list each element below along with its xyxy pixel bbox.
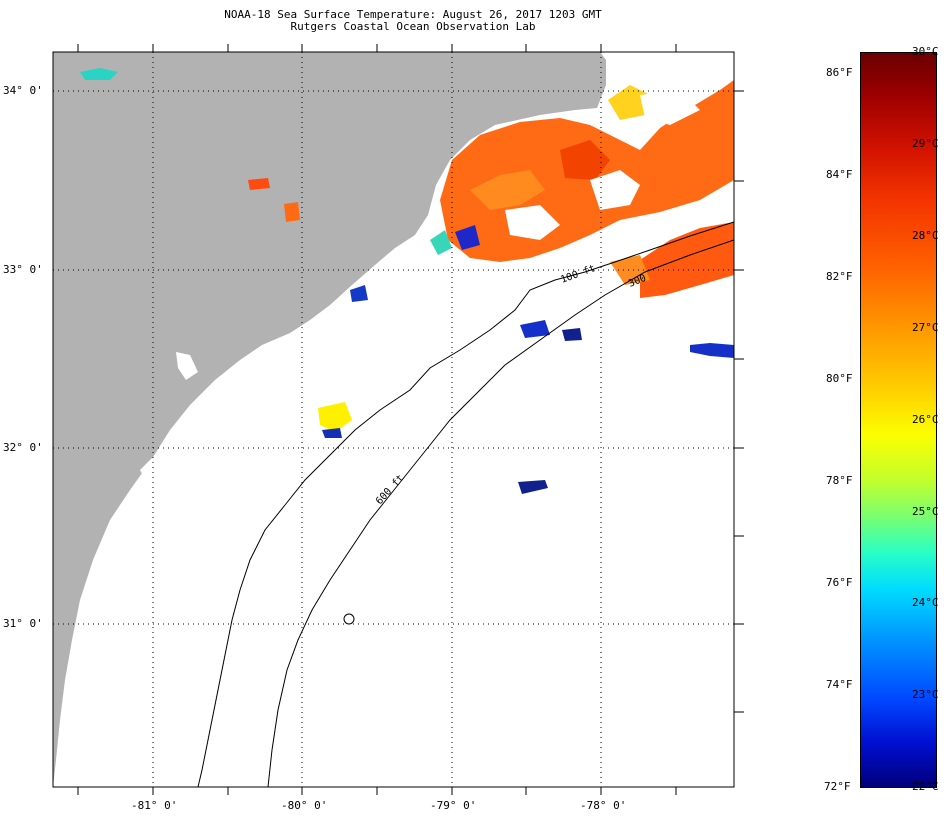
lon-label-80: -80° 0' <box>281 799 328 812</box>
scale-label-22c: 22°C <box>912 780 939 793</box>
land-area <box>53 52 606 787</box>
scale-label-25c: 25°C <box>912 505 939 518</box>
scale-label-86f: 86°F <box>826 66 853 79</box>
scale-label-80f: 80°F <box>826 372 853 385</box>
lat-label-34: 34° 0' <box>3 84 43 97</box>
scale-label-82f: 82°F <box>826 270 853 283</box>
sst-data-patches <box>80 68 734 494</box>
graticule <box>53 52 734 787</box>
axis-ticks <box>77 44 744 795</box>
scale-label-76f: 76°F <box>826 576 853 589</box>
temperature-color-scale <box>860 52 937 788</box>
lat-label-32: 32° 0' <box>3 441 43 454</box>
scale-label-78f: 78°F <box>826 474 853 487</box>
lat-label-33: 33° 0' <box>3 263 43 276</box>
lon-label-78: -78° 0' <box>580 799 627 812</box>
scale-label-23c: 23°C <box>912 688 939 701</box>
scale-label-24c: 24°C <box>912 596 939 609</box>
scale-label-30c: 30°C <box>912 45 939 58</box>
lon-label-79: -79° 0' <box>430 799 477 812</box>
marsh-patch <box>176 352 198 380</box>
lon-label-81: -81° 0' <box>131 799 178 812</box>
map-subtitle: Rutgers Coastal Ocean Observation Lab <box>290 20 536 33</box>
scale-label-28c: 28°C <box>912 229 939 242</box>
scale-label-72f: 72°F <box>824 780 851 793</box>
lat-label-31: 31° 0' <box>3 617 43 630</box>
scale-label-84f: 84°F <box>826 168 853 181</box>
map-frame <box>52 51 735 788</box>
scale-label-29c: 29°C <box>912 137 939 150</box>
marsh-patch <box>140 458 160 485</box>
scale-label-74f: 74°F <box>826 678 853 691</box>
scale-label-27c: 27°C <box>912 321 939 334</box>
scale-label-26c: 26°C <box>912 413 939 426</box>
map-title: NOAA-18 Sea Surface Temperature: August … <box>224 8 602 21</box>
